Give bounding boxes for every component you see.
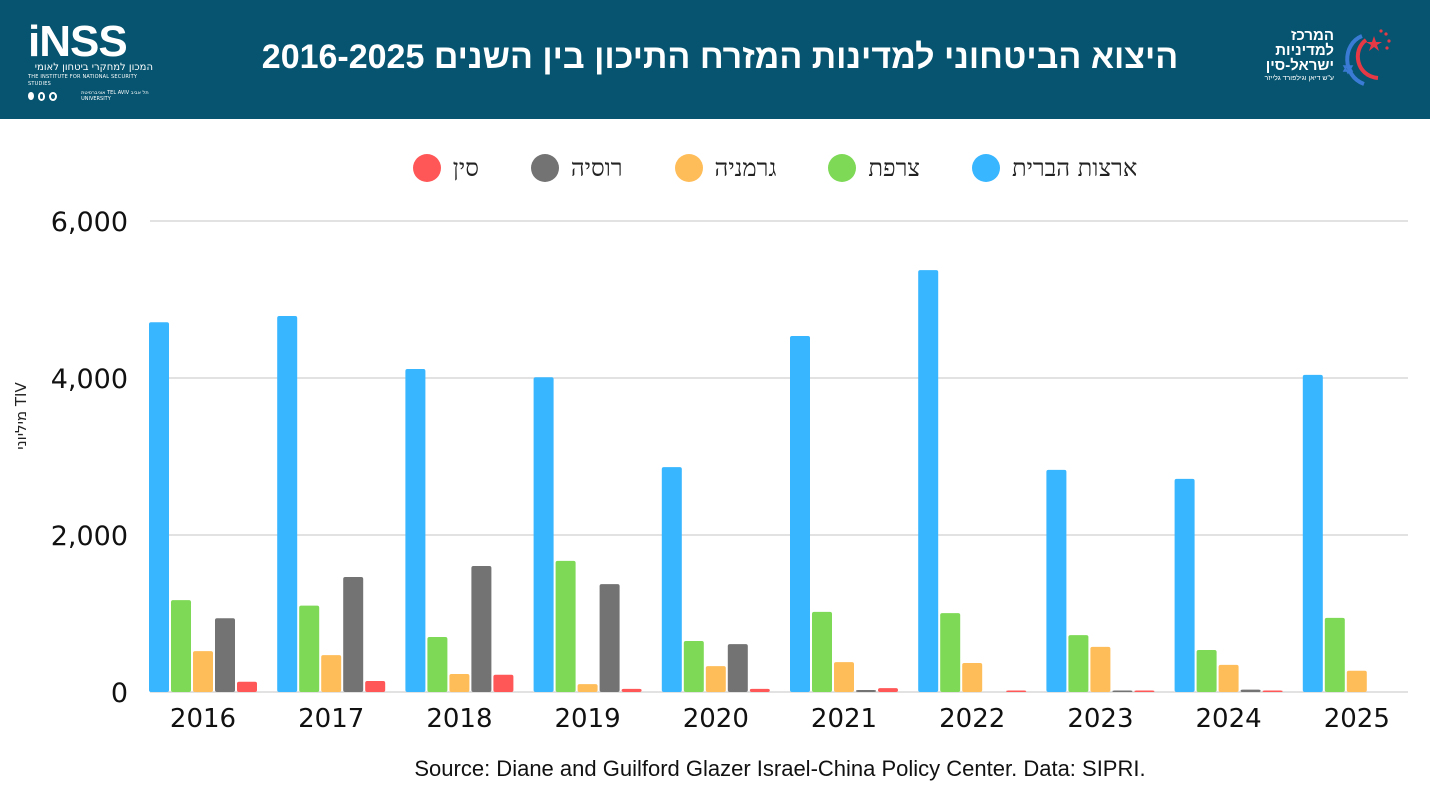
bar-france-2023 (1068, 635, 1089, 692)
bar-us-2018 (405, 368, 426, 692)
bar-russia-2024 (1240, 689, 1261, 692)
bar-russia-2023 (1112, 690, 1133, 692)
bar-china-2019 (621, 688, 642, 692)
bar-france-2020 (683, 640, 704, 692)
bar-russia-2019 (599, 584, 620, 692)
bar-china-2017 (365, 681, 386, 692)
bar-germany-2017 (321, 655, 342, 692)
bar-russia-2021 (856, 690, 876, 692)
bar-france-2021 (812, 611, 832, 692)
bar-france-2017 (299, 605, 320, 692)
legend-label: סין (452, 153, 479, 182)
bar-france-2019 (555, 560, 576, 692)
y-tick-label: 6,000 (51, 207, 128, 238)
legend-swatch-china (412, 154, 441, 182)
bar-china-2022 (1006, 690, 1027, 692)
bar-germany-2020 (705, 666, 726, 692)
bar-china-2020 (749, 688, 770, 692)
legend-item-russia: רוסיה (530, 148, 623, 188)
bar-china-2018 (493, 674, 514, 692)
bar-china-2024 (1262, 690, 1283, 692)
bar-us-2022 (918, 270, 939, 692)
bar-us-2023 (1046, 469, 1067, 692)
legend-label: ארצות הברית (1011, 153, 1138, 182)
bar-us-2016 (149, 322, 169, 692)
x-tick-label: 2023 (1067, 704, 1133, 734)
x-tick-label: 2018 (426, 704, 492, 734)
x-tick-label: 2016 (170, 704, 236, 734)
ring-icon (37, 91, 46, 101)
legend-swatch-us (971, 154, 1000, 182)
legend-label: רוסיה (570, 153, 623, 182)
bar-russia-2016 (215, 618, 235, 692)
bar-germany-2021 (834, 662, 854, 692)
x-tick-label: 2025 (1324, 704, 1390, 734)
bar-russia-2017 (343, 576, 364, 692)
y-axis-label: מיליוני TIV (12, 382, 30, 450)
bar-chart: 0 2,000 4,000 6,000 2016 2017 2018 2019 2020 202… (12, 207, 1408, 734)
x-tick-label: 2019 (555, 704, 621, 734)
center-logo-line3: ישראל-סין (1265, 57, 1334, 74)
inss-logo: iNSS המכון למחקרי ביטחון לאומי THE INSTI… (28, 17, 153, 102)
page-title: היצוא הביטחוני למדינות המזרח התיכון בין … (261, 38, 1179, 76)
bar-germany-2025 (1346, 670, 1367, 692)
bar-us-2019 (533, 377, 554, 692)
x-tick-label: 2021 (811, 704, 877, 734)
inss-hebrew-name: המכון למחקרי ביטחון לאומי (34, 62, 153, 73)
legend-swatch-russia (530, 154, 559, 182)
ring-icon (49, 91, 58, 101)
x-tick-label: 2024 (1196, 704, 1262, 734)
center-logo-line1: המרכז (1290, 27, 1334, 44)
inss-english-name: THE INSTITUTE FOR NATIONAL SECURITY STUD… (28, 74, 138, 87)
bar-germany-2022 (962, 662, 983, 692)
center-logo-line2: למדיניות (1275, 42, 1334, 59)
header-banner: iNSS המכון למחקרי ביטחון לאומי THE INSTI… (0, 0, 1430, 119)
bar-china-2016 (237, 681, 257, 692)
y-tick-label: 2,000 (51, 521, 128, 552)
israel-china-policy-center-logo: המרכז למדיניות ישראל-סין ע"ש דיאן וגילפו… (1244, 26, 1394, 90)
legend-label: גרמניה (714, 153, 777, 182)
university-name: אוניברסיטת TEL AVIV תל אביב UNIVERSITY (81, 90, 149, 102)
bar-germany-2016 (193, 651, 213, 692)
bar-us-2021 (790, 336, 810, 692)
bar-france-2016 (171, 600, 191, 692)
x-tick-label: 2022 (939, 704, 1005, 734)
bar-china-2021 (878, 688, 898, 692)
x-tick-label: 2017 (298, 704, 364, 734)
x-tick-label: 2020 (683, 704, 749, 734)
bar-russia-2018 (471, 566, 492, 692)
y-tick-label: 4,000 (51, 364, 128, 395)
tau-logo: אוניברסיטת TEL AVIV תל אביב UNIVERSITY (28, 90, 153, 102)
center-logo-subtitle: ע"ש דיאן וגילפורד גלייזר (1264, 75, 1334, 82)
source-note: Source: Diane and Guilford Glazer Israel… (414, 756, 1146, 781)
legend-item-germany: גרמניה (674, 148, 777, 188)
legend-item-us: ארצות הברית (971, 148, 1138, 188)
y-tick-label: 0 (111, 678, 128, 709)
legend-item-france: צרפת (828, 148, 920, 188)
legend-label: צרפת (868, 153, 920, 182)
bar-us-2017 (277, 315, 298, 692)
bar-us-2025 (1302, 374, 1323, 692)
bar-france-2025 (1324, 617, 1345, 692)
bar-russia-2020 (727, 644, 748, 692)
bar-france-2018 (427, 637, 448, 692)
bar-france-2022 (940, 613, 961, 692)
legend-swatch-germany (674, 154, 703, 182)
legend-swatch-france (828, 154, 857, 182)
circle-icon (28, 92, 34, 100)
bar-us-2024 (1174, 478, 1195, 692)
center-logo-text: המרכז למדיניות ישראל-סין ע"ש דיאן וגילפו… (1265, 28, 1334, 85)
legend-item-china: סין (412, 148, 479, 188)
bar-germany-2019 (577, 684, 598, 692)
bar-germany-2023 (1090, 646, 1111, 692)
star-of-david-and-china-stars-icon (1342, 29, 1391, 86)
bar-germany-2024 (1218, 664, 1239, 692)
chart-legend: ארצות הברית צרפת גרמניה רוסיה סין (360, 148, 1190, 188)
inss-wordmark: iNSS (28, 17, 128, 66)
bar-china-2023 (1134, 690, 1155, 692)
bar-germany-2018 (449, 673, 470, 692)
bar-france-2024 (1196, 650, 1217, 692)
bar-us-2020 (661, 467, 682, 692)
